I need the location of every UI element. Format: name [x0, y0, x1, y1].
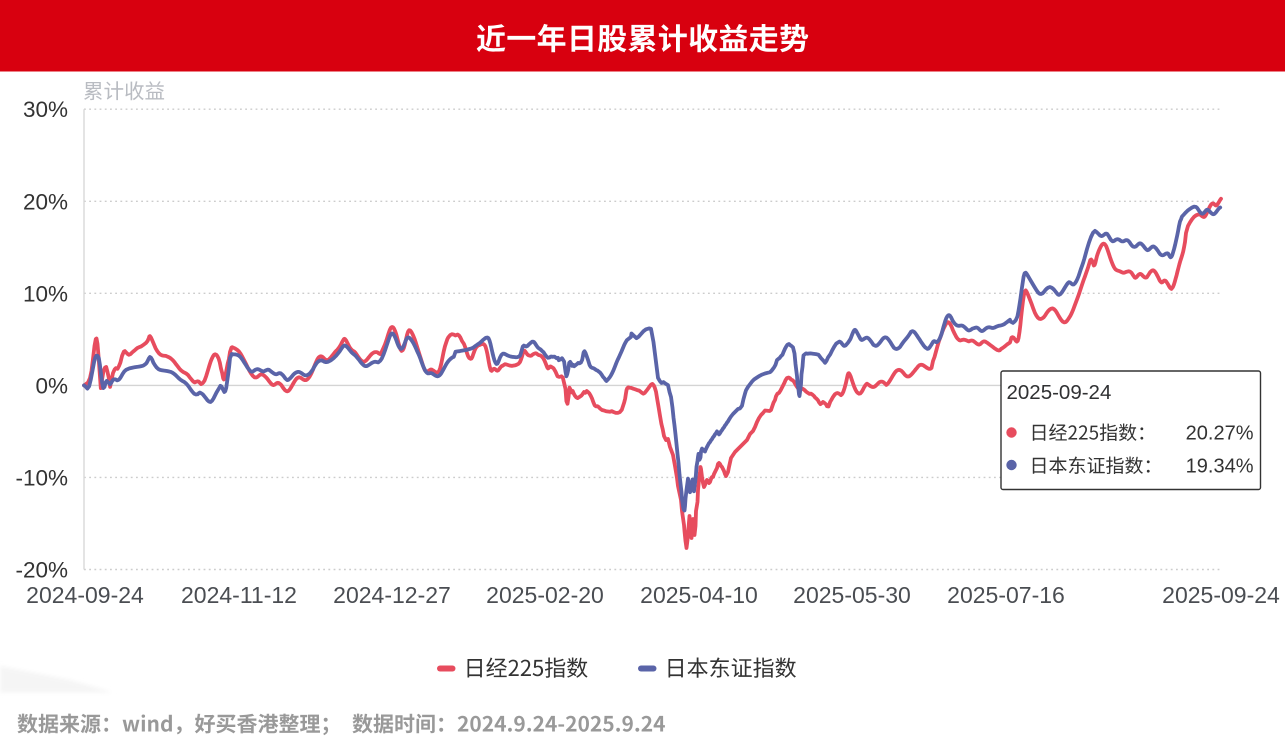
svg-text:20.27%: 20.27% [1186, 423, 1254, 445]
svg-text:-10%: -10% [15, 465, 68, 490]
svg-text:2024-09-24: 2024-09-24 [26, 582, 144, 608]
svg-text:2025-02-20: 2025-02-20 [486, 582, 604, 608]
svg-text:30%: 30% [23, 97, 68, 122]
svg-text:2025-09-24: 2025-09-24 [1162, 582, 1280, 608]
svg-text:0%: 0% [35, 373, 68, 398]
svg-text:-20%: -20% [15, 558, 68, 583]
svg-text:2025-09-24: 2025-09-24 [1007, 381, 1112, 404]
svg-text:2025-05-30: 2025-05-30 [793, 582, 911, 608]
svg-text:10%: 10% [23, 281, 68, 306]
svg-text:2024-11-12: 2024-11-12 [181, 582, 297, 608]
svg-text:2024-12-27: 2024-12-27 [333, 582, 451, 608]
svg-text:20%: 20% [23, 189, 68, 214]
svg-text:2025-07-16: 2025-07-16 [947, 582, 1065, 608]
svg-text:2025-04-10: 2025-04-10 [640, 582, 758, 608]
svg-text:19.34%: 19.34% [1186, 456, 1254, 478]
